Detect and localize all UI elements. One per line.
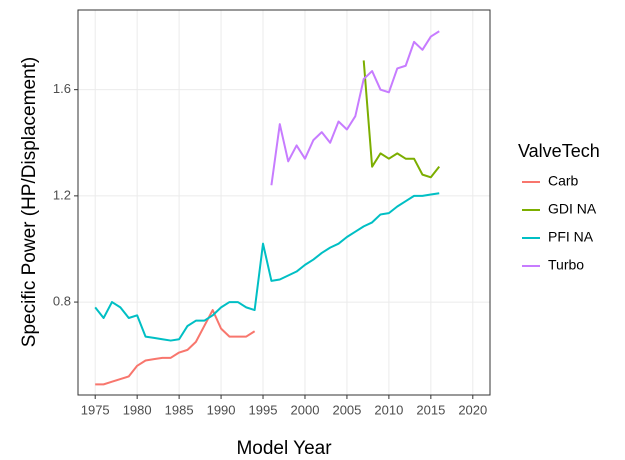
x-tick-label: 2020 bbox=[458, 402, 487, 417]
x-tick-label: 2000 bbox=[291, 402, 320, 417]
y-tick-label: 1.6 bbox=[53, 81, 71, 96]
legend-label: Turbo bbox=[548, 257, 584, 273]
y-tick-label: 0.8 bbox=[53, 294, 71, 309]
series-line bbox=[362, 60, 441, 179]
legend-label: Carb bbox=[548, 173, 579, 189]
series-line bbox=[94, 192, 440, 342]
x-tick-label: 1980 bbox=[123, 402, 152, 417]
y-tick-label: 1.2 bbox=[53, 187, 71, 202]
x-tick-label: 1995 bbox=[249, 402, 278, 417]
x-tick-label: 2015 bbox=[416, 402, 445, 417]
legend-label: PFI NA bbox=[548, 229, 594, 245]
x-axis-title: Model Year bbox=[236, 438, 332, 459]
x-tick-label: 1990 bbox=[207, 402, 236, 417]
x-tick-label: 2005 bbox=[332, 402, 361, 417]
y-axis-title: Specific Power (HP/Displacement) bbox=[19, 57, 40, 347]
legend-title: ValveTech bbox=[518, 141, 600, 161]
series-line bbox=[270, 30, 440, 186]
x-tick-label: 1975 bbox=[81, 402, 110, 417]
series-line bbox=[95, 309, 256, 386]
x-tick-label: 2010 bbox=[374, 402, 403, 417]
legend-label: GDI NA bbox=[548, 201, 597, 217]
panel-border bbox=[77, 9, 491, 396]
x-tick-label: 1985 bbox=[165, 402, 194, 417]
